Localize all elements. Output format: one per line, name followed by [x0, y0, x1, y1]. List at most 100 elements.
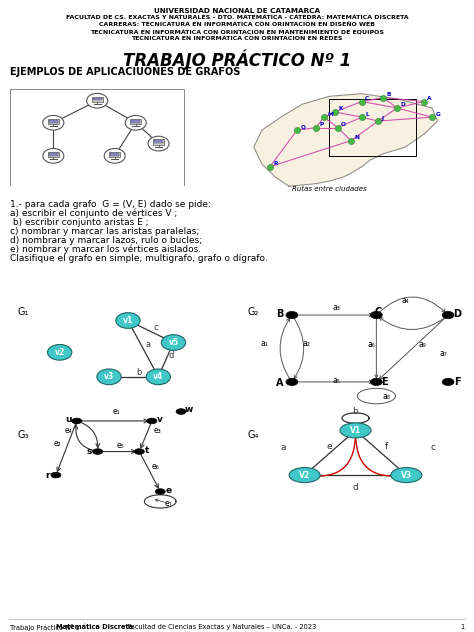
- Circle shape: [87, 94, 108, 108]
- Text: a: a: [146, 340, 151, 349]
- Text: c) nombrar y marcar las aristas paralelas;: c) nombrar y marcar las aristas paralela…: [10, 227, 199, 236]
- Text: a₄: a₄: [401, 296, 410, 305]
- Circle shape: [116, 313, 140, 329]
- Text: V2: V2: [299, 471, 310, 480]
- Text: A: A: [276, 378, 284, 388]
- Bar: [131, 119, 140, 123]
- Text: C: C: [375, 308, 382, 317]
- Bar: [109, 152, 120, 157]
- Bar: [110, 153, 119, 155]
- Text: EJEMPLOS DE APLICACIUONES DE GRAFOS: EJEMPLOS DE APLICACIUONES DE GRAFOS: [10, 67, 240, 77]
- Circle shape: [286, 379, 298, 386]
- Text: e: e: [165, 486, 172, 495]
- Circle shape: [134, 449, 145, 454]
- Circle shape: [43, 116, 64, 130]
- Text: d: d: [353, 483, 358, 492]
- Text: r: r: [46, 471, 50, 480]
- Text: e₅: e₅: [117, 441, 124, 450]
- Circle shape: [286, 312, 298, 319]
- Text: M: M: [327, 112, 333, 116]
- Circle shape: [148, 137, 169, 151]
- Text: e: e: [327, 442, 332, 451]
- Circle shape: [72, 418, 82, 424]
- Text: G₂: G₂: [248, 307, 259, 317]
- Circle shape: [442, 379, 454, 386]
- Circle shape: [43, 149, 64, 163]
- Text: f: f: [384, 442, 388, 451]
- Circle shape: [371, 312, 382, 319]
- Circle shape: [146, 369, 171, 385]
- Circle shape: [371, 379, 382, 386]
- Text: Clasifique el grafo en simple, multigrafo, grafo o dígrafo.: Clasifique el grafo en simple, multigraf…: [10, 254, 268, 263]
- Circle shape: [147, 418, 157, 424]
- Circle shape: [391, 468, 422, 483]
- Bar: [153, 140, 164, 145]
- Text: D: D: [454, 309, 461, 319]
- Text: FACULTAD DE CS. EXACTAS Y NATURALES – DTO. MATEMÁTICA - CÁTEDRA: MATEMÁTICA DISC: FACULTAD DE CS. EXACTAS Y NATURALES – DT…: [66, 15, 408, 20]
- Text: b: b: [353, 407, 358, 416]
- Text: O: O: [341, 122, 346, 127]
- Text: a₇: a₇: [440, 349, 447, 358]
- Text: Trabajo Práctico Nº 1-: Trabajo Práctico Nº 1-: [10, 624, 86, 631]
- Text: V1: V1: [350, 426, 361, 435]
- Text: w: w: [184, 404, 193, 414]
- Circle shape: [47, 344, 72, 360]
- Text: 1.- para cada grafo  G = (V, E) dado se pide:: 1.- para cada grafo G = (V, E) dado se p…: [10, 200, 211, 209]
- Bar: [93, 97, 101, 100]
- Text: v5: v5: [168, 338, 179, 347]
- Text: E: E: [381, 377, 387, 387]
- Text: a₆: a₆: [368, 340, 376, 349]
- Text: Rutas entre ciudades: Rutas entre ciudades: [292, 186, 367, 191]
- Text: G₁: G₁: [18, 307, 29, 317]
- Text: v4: v4: [153, 372, 164, 381]
- Bar: [91, 97, 103, 102]
- Circle shape: [340, 423, 371, 438]
- Text: e) nombrar y marcar los vértices aislados.: e) nombrar y marcar los vértices aislado…: [10, 245, 201, 255]
- Text: b: b: [137, 368, 142, 377]
- Bar: [49, 119, 58, 123]
- Bar: [154, 140, 163, 143]
- Text: G₄: G₄: [248, 430, 259, 440]
- Circle shape: [125, 116, 146, 130]
- Text: B: B: [387, 92, 391, 97]
- Text: a₉: a₉: [419, 340, 426, 349]
- Text: a₈: a₈: [383, 392, 391, 401]
- Text: d: d: [169, 351, 174, 360]
- Text: V3: V3: [401, 471, 412, 480]
- Circle shape: [155, 489, 165, 494]
- Text: C: C: [365, 96, 369, 101]
- Circle shape: [104, 149, 125, 163]
- Text: 1: 1: [460, 624, 464, 630]
- Circle shape: [97, 369, 121, 385]
- Text: e₂: e₂: [54, 439, 62, 447]
- Circle shape: [92, 449, 103, 454]
- Text: D: D: [400, 102, 405, 107]
- Text: K: K: [338, 106, 343, 111]
- Bar: [48, 119, 59, 124]
- Text: a₃: a₃: [332, 303, 340, 312]
- Text: e₆: e₆: [152, 462, 160, 471]
- Circle shape: [442, 312, 454, 319]
- Text: F: F: [454, 377, 461, 387]
- Text: - Facultad de Ciencias Exactas y Naturales – UNCa. - 2023: - Facultad de Ciencias Exactas y Natural…: [121, 624, 316, 630]
- Text: N: N: [354, 135, 359, 140]
- Text: G₃: G₃: [18, 430, 29, 440]
- Text: v2: v2: [55, 348, 65, 357]
- Text: TECNICATURA EN INFORMATICA CON ORINTACION EN REDES: TECNICATURA EN INFORMATICA CON ORINTACIO…: [131, 36, 343, 41]
- Text: P: P: [319, 122, 323, 127]
- Text: a) escribir el conjunto de vértices V ;: a) escribir el conjunto de vértices V ;: [10, 209, 177, 219]
- Text: UNIVERSIDAD NACIONAL DE CATAMARCA: UNIVERSIDAD NACIONAL DE CATAMARCA: [154, 8, 320, 14]
- Text: B: B: [276, 309, 284, 319]
- Bar: [130, 119, 141, 124]
- Text: b) escribir conjunto aristas E ;: b) escribir conjunto aristas E ;: [10, 218, 148, 227]
- Text: e₃: e₃: [154, 426, 162, 435]
- Circle shape: [289, 468, 320, 483]
- Text: CARRERAS: TECNICATURA EN INFORMÁTICA CON ORINTACION EN DISEÑO WEB: CARRERAS: TECNICATURA EN INFORMÁTICA CON…: [99, 22, 375, 27]
- Text: e₄: e₄: [64, 426, 72, 435]
- Text: c: c: [154, 323, 158, 332]
- Text: G: G: [435, 112, 440, 116]
- Bar: [49, 153, 58, 155]
- Text: a₅: a₅: [332, 376, 340, 386]
- Text: Matemática Discreta: Matemática Discreta: [56, 624, 133, 630]
- Text: A: A: [427, 96, 432, 101]
